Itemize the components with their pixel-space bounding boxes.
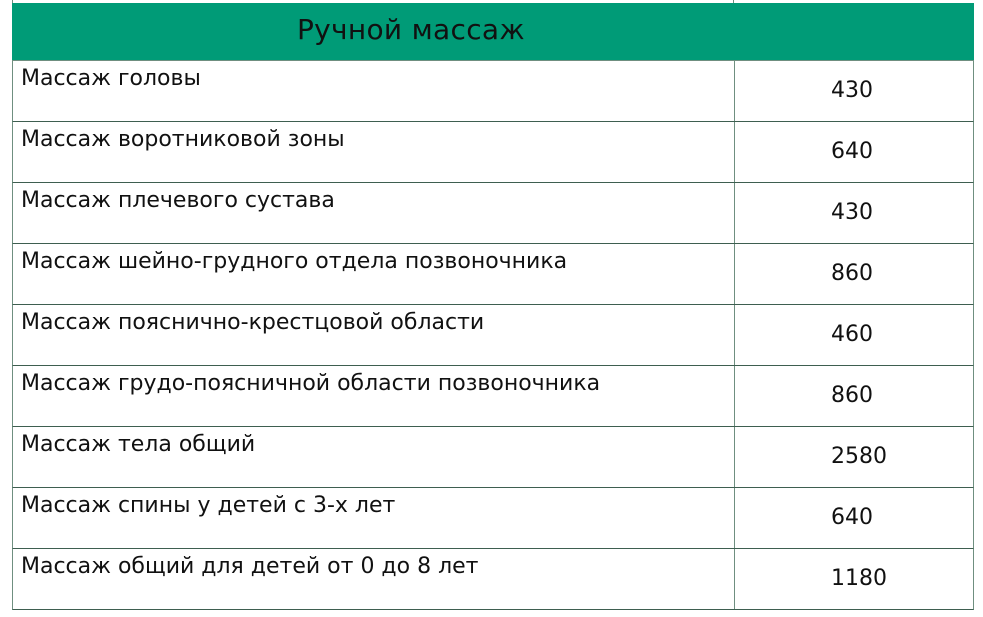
section-title: Ручной массаж xyxy=(297,13,525,46)
service-name: Массаж общий для детей от 0 до 8 лет xyxy=(21,554,479,579)
service-name: Массаж головы xyxy=(21,66,201,91)
service-price: 860 xyxy=(831,383,873,408)
price-cell: 640 xyxy=(734,122,975,182)
previous-row-edge xyxy=(12,0,975,3)
service-name: Массаж грудо-поясничной области позвоноч… xyxy=(21,371,601,396)
service-price: 430 xyxy=(831,200,873,225)
service-price: 2580 xyxy=(831,444,887,469)
service-price: 1180 xyxy=(831,566,887,591)
table-row: Массаж грудо-поясничной области позвоноч… xyxy=(12,366,974,427)
table-row: Массаж шейно-грудного отдела позвоночник… xyxy=(12,244,974,305)
price-cell: 860 xyxy=(734,244,975,304)
service-price: 460 xyxy=(831,322,873,347)
service-price: 640 xyxy=(831,505,873,530)
price-cell: 430 xyxy=(734,183,975,243)
price-cell: 430 xyxy=(734,61,975,121)
table-row: Массаж спины у детей с 3-х лет 640 xyxy=(12,488,974,549)
price-cell: 460 xyxy=(734,305,975,365)
table-row: Массаж общий для детей от 0 до 8 лет 118… xyxy=(12,549,974,610)
table-row: Массаж тела общий 2580 xyxy=(12,427,974,488)
price-cell: 640 xyxy=(734,488,975,548)
table-row: Массаж воротниковой зоны 640 xyxy=(12,122,974,183)
service-price: 430 xyxy=(831,78,873,103)
price-table: Массаж головы 430 Массаж воротниковой зон… xyxy=(12,60,974,610)
price-cell: 1180 xyxy=(734,549,975,609)
previous-row-divider xyxy=(733,0,734,3)
service-name: Массаж пояснично-крестцовой области xyxy=(21,310,485,335)
section-header: Ручной массаж xyxy=(12,3,974,60)
table-row: Массаж плечевого сустава 430 xyxy=(12,183,974,244)
table-row: Массаж пояснично-крестцовой области 460 xyxy=(12,305,974,366)
service-name: Массаж воротниковой зоны xyxy=(21,127,345,152)
table-row: Массаж головы 430 xyxy=(12,60,974,122)
service-name: Массаж спины у детей с 3-х лет xyxy=(21,493,396,518)
service-price: 860 xyxy=(831,261,873,286)
service-name: Массаж плечевого сустава xyxy=(21,188,335,213)
service-name: Массаж шейно-грудного отдела позвоночник… xyxy=(21,249,568,274)
service-price: 640 xyxy=(831,139,873,164)
service-name: Массаж тела общий xyxy=(21,432,256,457)
price-cell: 2580 xyxy=(734,427,975,487)
price-cell: 860 xyxy=(734,366,975,426)
